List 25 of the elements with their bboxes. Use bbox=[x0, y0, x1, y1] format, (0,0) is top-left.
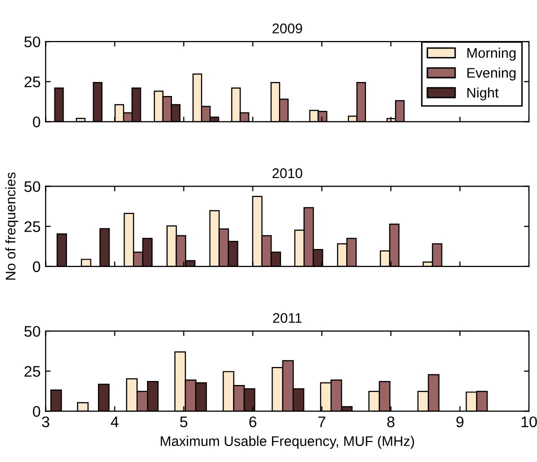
x-axis-title: Maximum Usable Frequency, MUF (MHz) bbox=[160, 436, 414, 449]
legend-label: Morning bbox=[467, 48, 516, 61]
legend-label: Evening bbox=[467, 68, 516, 81]
y-tick-label: 0 bbox=[32, 261, 40, 272]
y-tick-label: 50 bbox=[24, 36, 40, 48]
y-axis-title: No of frequencies bbox=[5, 172, 18, 280]
x-tick-label: 4 bbox=[110, 416, 118, 428]
x-tick-label: 3 bbox=[42, 416, 50, 428]
y-tick-label: 50 bbox=[24, 181, 40, 192]
x-tick-label: 5 bbox=[180, 416, 188, 428]
x-tick-label: 7 bbox=[318, 416, 326, 428]
y-tick-label: 25 bbox=[24, 76, 40, 88]
x-tick-label: 9 bbox=[456, 416, 464, 428]
chart-title: 2010 bbox=[272, 168, 302, 178]
legend-label: Night bbox=[467, 87, 499, 100]
chart-title: 2009 bbox=[272, 24, 302, 34]
y-tick-label: 25 bbox=[24, 221, 40, 232]
x-tick-label: 8 bbox=[387, 416, 394, 428]
y-tick-label: 50 bbox=[24, 326, 40, 337]
y-tick-label: 0 bbox=[32, 406, 40, 417]
y-tick-label: 0 bbox=[32, 116, 40, 128]
x-tick-label: 6 bbox=[249, 416, 256, 428]
chart-title: 2011 bbox=[273, 313, 302, 323]
y-tick-label: 25 bbox=[24, 366, 40, 377]
x-tick-label: 10 bbox=[522, 416, 537, 428]
